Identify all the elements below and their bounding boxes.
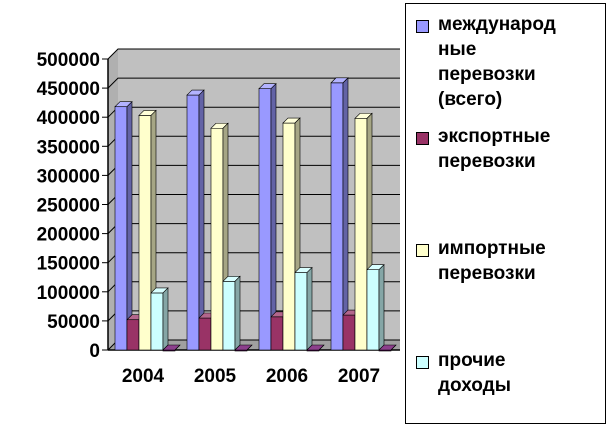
bar [366, 263, 385, 351]
bar [258, 82, 277, 351]
bar [222, 275, 241, 351]
bar-front [114, 106, 128, 351]
x-category-label: 2004 [122, 366, 165, 387]
bar-side [378, 263, 385, 351]
legend-swatch [416, 132, 429, 145]
bar-side [270, 82, 277, 351]
bar-front [342, 314, 356, 351]
bar-chart: 0 50000 100000 150000 200000 250000 300000 3500… [37, 48, 400, 387]
legend-item: международ ные перевозки (всего) [416, 12, 601, 112]
bar-front [354, 118, 368, 351]
bar-series [114, 77, 397, 352]
bar [306, 344, 325, 352]
bar [330, 77, 349, 351]
bar-side [234, 275, 241, 351]
bar-front [258, 88, 272, 351]
bar-side [162, 287, 169, 351]
legend-label-line: экспортные [438, 126, 551, 147]
y-tick-label: 350000 [37, 137, 100, 158]
y-tick-label: 400000 [37, 108, 100, 129]
legend-label-line: ные [438, 39, 477, 60]
bar-front [294, 272, 308, 351]
bar-side [318, 344, 325, 351]
y-tick-label: 300000 [37, 166, 100, 187]
legend-item: импортные перевозки [416, 236, 601, 286]
bar-front [282, 122, 296, 351]
bar [150, 287, 169, 351]
legend-label-line: перевозки [438, 263, 536, 284]
bar [138, 109, 157, 351]
bar [186, 89, 205, 351]
bar-front [150, 292, 164, 351]
legend-label: импортные перевозки [438, 236, 546, 286]
bar-side [306, 266, 313, 351]
gridline [107, 48, 400, 60]
bar-front [222, 281, 236, 351]
legend-swatch [416, 244, 429, 257]
y-axis-tick-labels: 0 50000 100000 150000 200000 250000 300000 3500… [37, 50, 100, 362]
bar-front [366, 269, 380, 351]
bar-side [126, 100, 133, 351]
bar-front [330, 82, 344, 351]
y-tick-label: 50000 [47, 312, 100, 333]
legend-item: экспортные перевозки [416, 124, 601, 174]
legend-label-line: импортные [438, 238, 546, 259]
legend-label-line: перевозки [438, 151, 536, 172]
legend-label: прочие доходы [438, 348, 511, 398]
bar-side [246, 344, 253, 351]
bar [210, 122, 229, 351]
legend-label-line: (всего) [438, 89, 503, 110]
bar [234, 344, 253, 352]
y-tick-label: 500000 [37, 50, 100, 71]
bar [162, 344, 181, 352]
gridline [107, 77, 400, 89]
y-tick-label: 0 [89, 341, 100, 362]
legend-label-line: доходы [438, 375, 511, 396]
bar-front [210, 127, 224, 351]
legend-label: экспортные перевозки [438, 124, 550, 174]
bar-side [390, 344, 397, 351]
legend-label-line: перевозки [438, 64, 536, 85]
legend-label: международ ные перевозки (всего) [438, 12, 556, 112]
y-tick-label: 250000 [37, 196, 100, 217]
bar-front [126, 319, 140, 351]
legend-swatch [416, 356, 429, 369]
legend: международ ные перевозки (всего) экспортные п… [405, 3, 606, 424]
bar-front [270, 316, 284, 351]
bar [114, 100, 133, 351]
bar [294, 266, 313, 351]
y-tick-label: 100000 [37, 283, 100, 304]
legend-swatch [416, 20, 429, 33]
bar-front [186, 94, 200, 351]
plot-floor [108, 340, 400, 350]
bar-front [198, 317, 212, 351]
bar-side [174, 344, 181, 351]
legend-label-line: прочие [438, 350, 506, 371]
x-axis-category-labels: 2004 2005 2006 2007 [122, 366, 380, 387]
bar-front [138, 115, 152, 351]
legend-item: прочие доходы [416, 348, 601, 398]
bar [378, 344, 397, 352]
legend-label-line: международ [438, 14, 556, 35]
x-category-label: 2005 [194, 366, 237, 387]
x-category-label: 2007 [338, 366, 380, 387]
x-category-label: 2006 [266, 366, 308, 387]
y-tick-label: 200000 [37, 225, 100, 246]
y-tick-label: 450000 [37, 79, 100, 100]
bar-side [198, 89, 205, 351]
bar-side [342, 77, 349, 351]
y-tick-label: 150000 [37, 254, 100, 275]
